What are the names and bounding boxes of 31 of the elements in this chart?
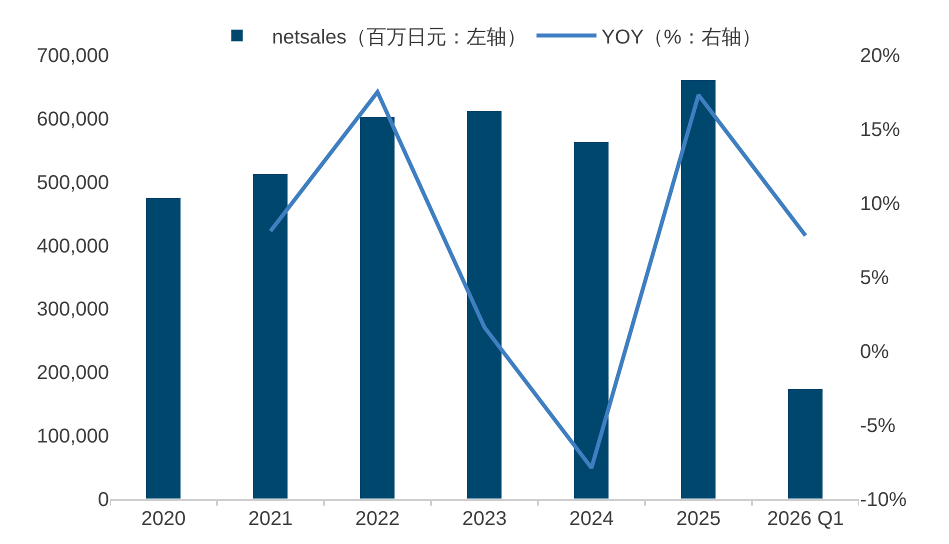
bar [360,116,395,499]
y-tick-label: 500,000 [36,172,109,194]
y-tick-label: 200,000 [36,362,109,384]
x-tick-label: 2024 [569,508,614,530]
legend-label: YOY（%：右轴） [602,26,762,48]
y2-tick-label: 0% [860,341,890,363]
y2-tick-label: -10% [860,489,907,511]
y2-tick-label: 10% [860,193,900,215]
bar [788,388,823,499]
y-tick-label: 600,000 [36,108,109,130]
x-tick-label: 2021 [248,508,293,530]
y2-tick-label: 20% [860,45,900,67]
bar [680,80,716,499]
bar [466,110,502,499]
y-tick-label: 0 [98,489,109,511]
y-tick-label: 100,000 [36,426,109,448]
x-tick-label: 2025 [676,508,721,530]
y2-tick-label: -5% [860,415,896,437]
y2-tick-label: 15% [860,119,900,141]
y-tick-label: 700,000 [36,45,109,67]
x-tick-label: 2026 Q1 [767,508,844,530]
y-tick-label: 300,000 [36,298,109,321]
bar [574,142,609,499]
x-tick-label: 2020 [141,508,186,530]
x-tick-label: 2022 [355,508,400,530]
x-tick-label: 2023 [462,508,507,530]
legend-label: netsales（百万日元：左轴） [272,26,526,48]
y-tick-label: 400,000 [36,235,109,258]
bar [252,174,288,499]
bar [146,198,181,499]
y2-tick-label: 5% [860,267,890,289]
